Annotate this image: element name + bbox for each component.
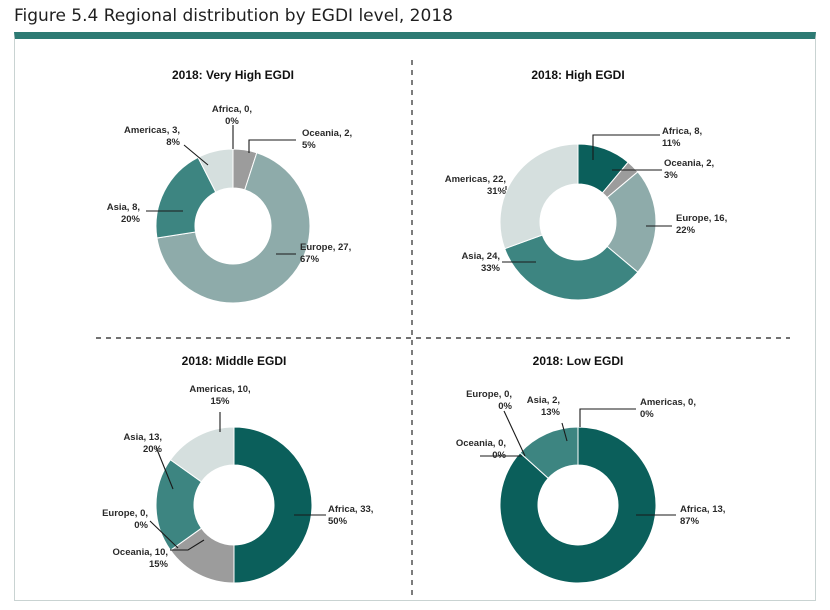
chart-title: 2018: Very High EGDI: [172, 68, 294, 82]
leader-line-asia: [155, 446, 174, 490]
data-label-americas: Americas, 22, 31%: [445, 174, 507, 197]
leader-line-oceania: [248, 139, 296, 153]
slice-asia: [519, 426, 579, 479]
data-label-asia: Asia, 24, 33%: [461, 251, 500, 274]
data-label-americas: Americas, 10, 15%: [189, 384, 250, 407]
slice-africa: [233, 426, 313, 584]
leader-line-americas: [579, 408, 636, 427]
data-label-europe: Europe, 0, 0%: [466, 389, 512, 412]
slice-americas: [169, 426, 235, 483]
data-label-oceania: Oceania, 2, 5%: [302, 128, 352, 151]
data-label-africa: Africa, 0, 0%: [212, 104, 252, 127]
data-label-americas: Americas, 0, 0%: [640, 397, 696, 420]
leader-line-oceania: [170, 539, 205, 551]
data-label-europe: Europe, 16, 22%: [676, 213, 727, 236]
data-label-asia: Asia, 13, 20%: [123, 432, 162, 455]
leader-line-africa: [592, 134, 660, 160]
data-label-africa: Africa, 13, 87%: [680, 504, 725, 527]
data-label-oceania: Oceania, 0, 0%: [456, 438, 507, 461]
slice-americas: [499, 143, 579, 250]
data-label-asia: Asia, 2, 13%: [527, 395, 561, 418]
leader-line-europe: [503, 410, 526, 457]
chart-title: 2018: High EGDI: [531, 68, 624, 82]
slice-asia: [504, 234, 639, 301]
data-label-americas: Americas, 3, 8%: [124, 125, 181, 148]
leader-line-americas: [183, 144, 209, 166]
slice-americas: [197, 148, 234, 193]
leader-line-asia: [561, 422, 568, 442]
data-label-africa: Africa, 33, 50%: [328, 504, 373, 527]
slice-europe: [156, 152, 311, 304]
chart-title: 2018: Low EGDI: [533, 354, 624, 368]
data-label-africa: Africa, 8, 11%: [662, 126, 702, 149]
data-label-asia: Asia, 8, 20%: [107, 202, 141, 225]
data-label-oceania: Oceania, 2, 3%: [664, 158, 714, 181]
leader-line-europe: [149, 520, 179, 549]
data-label-oceania: Oceania, 10, 15%: [113, 547, 169, 570]
chart-title: 2018: Middle EGDI: [182, 354, 287, 368]
figure-title: Figure 5.4 Regional distribution by EGDI…: [14, 6, 453, 26]
data-label-europe: Europe, 27, 67%: [300, 242, 351, 265]
data-label-europe: Europe, 0, 0%: [102, 508, 148, 531]
figure-frame: [14, 32, 816, 601]
slice-africa: [499, 426, 657, 584]
